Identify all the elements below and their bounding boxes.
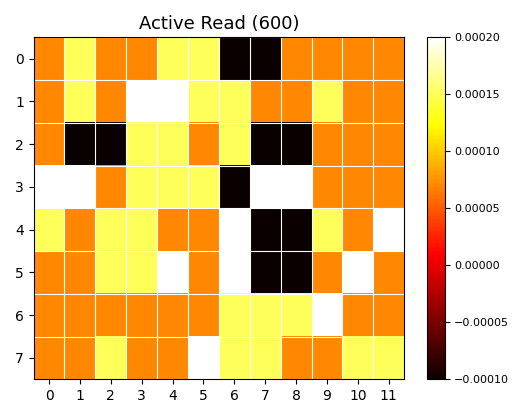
Title: Active Read (600): Active Read (600) [139, 15, 299, 33]
